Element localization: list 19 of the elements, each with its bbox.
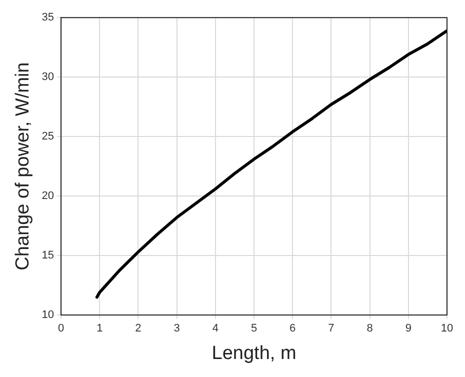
x-tick-label: 5 bbox=[250, 322, 258, 335]
y-axis-title: Change of power, W/min bbox=[12, 62, 34, 270]
x-tick-label: 2 bbox=[135, 322, 142, 335]
x-tick-label: 6 bbox=[290, 322, 296, 335]
x-tick-label: 10 bbox=[440, 322, 454, 335]
y-tick-label: 20 bbox=[42, 190, 54, 202]
x-tick-label: 3 bbox=[174, 322, 180, 335]
y-tick-label: 35 bbox=[42, 12, 54, 24]
x-tick-label: 4 bbox=[212, 322, 218, 335]
y-tick-label: 10 bbox=[42, 309, 54, 322]
y-tick-label: 25 bbox=[42, 130, 54, 143]
y-tick-label: 15 bbox=[42, 250, 54, 262]
x-axis-title: Length, m bbox=[212, 342, 296, 364]
x-tick-label: 7 bbox=[328, 322, 334, 335]
x-tick-label: 9 bbox=[405, 322, 412, 335]
x-tick-label: 8 bbox=[366, 322, 373, 335]
y-tick-label: 30 bbox=[42, 71, 54, 84]
x-tick-label: 0 bbox=[58, 322, 64, 335]
x-tick-label: 1 bbox=[96, 322, 103, 335]
